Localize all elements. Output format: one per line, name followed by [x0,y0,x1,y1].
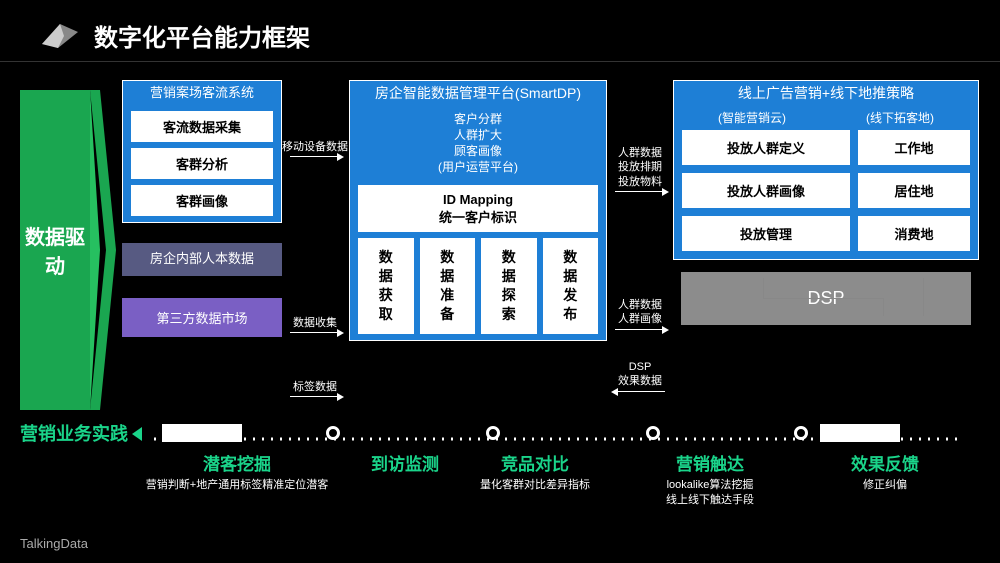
header: 数字化平台能力框架 [0,0,1000,62]
timeline-node [326,426,340,440]
case-flow-panel: 营销案场客流系统 客流数据采集 客群分析 客群画像 [122,80,282,223]
stage-subtitle: 修正纠偏 [810,478,960,493]
arrow-left-icon [132,427,142,441]
timeline-stage: 营销触达 lookalike算法挖掘线上线下触达手段 [620,450,800,508]
arrow-tag: 标签数据 [282,380,348,397]
diagram-area: 数据驱动 营销案场客流系统 客流数据采集 客群分析 客群画像 房企内部人本数据 … [20,76,980,436]
marketing-title: 线上广告营销+线下地推策略 [674,81,978,107]
marketing-subhdr: (智能营销云) (线下拓客地) [674,107,978,130]
data-op: 数据获取 [358,238,414,334]
timeline-stage: 竞品对比量化客群对比差异指标 [450,450,620,493]
stage-title: 潜客挖掘 [142,450,332,475]
offline-item: 工作地 [858,130,970,165]
marketing-panel: 线上广告营销+线下地推策略 (智能营销云) (线下拓客地) 投放人群定义 投放人… [673,80,979,260]
arrow-crowd-profile: 人群数据人群画像 [607,298,673,330]
marketing-item: 投放人群画像 [682,173,850,208]
stage-title: 竞品对比 [450,450,620,475]
arrow-crowd-data: 人群数据投放排期投放物料 [607,146,673,192]
data-op: 数据探索 [481,238,537,334]
marketing-left: 投放人群定义 投放人群画像 投放管理 [682,130,850,251]
data-driver-column: 数据驱动 [20,90,116,410]
timeline-node [646,426,660,440]
stage-title: 营销触达 [620,450,800,475]
data-op: 数据发布 [543,238,599,334]
offline-item: 消费地 [858,216,970,251]
marketing-body: 投放人群定义 投放人群画像 投放管理 工作地 居住地 消费地 [682,130,970,251]
timeline-stage: 潜客挖掘营销判断+地产通用标签精准定位潜客 [142,450,332,493]
data-driver-label: 数据驱动 [20,90,90,410]
id-mapping-box: ID Mapping 统一客户标识 [358,185,598,232]
stage-subtitle: 营销判断+地产通用标签精准定位潜客 [142,478,332,493]
smartdp-panel: 房企智能数据管理平台(SmartDP) 客户分群 人群扩大 顾客画像 (用户运营… [349,80,607,341]
offline-right: 工作地 居住地 消费地 [858,130,970,251]
stage-subtitle: 量化客群对比差异指标 [450,478,620,493]
stage-subtitle: lookalike算法挖掘线上线下触达手段 [620,478,800,508]
connector-line [883,298,884,316]
smartdp-features: 客户分群 人群扩大 顾客画像 (用户运营平台) [350,107,606,182]
page-title: 数字化平台能力框架 [94,18,310,53]
marketing-item: 投放管理 [682,216,850,251]
arrow-mobile-data: 移动设备数据 [282,140,348,157]
timeline-node [794,426,808,440]
case-flow-item: 客流数据采集 [131,111,273,142]
case-flow-item: 客群分析 [131,148,273,179]
marketing-item: 投放人群定义 [682,130,850,165]
data-ops-row: 数据获取 数据准备 数据探索 数据发布 [358,238,598,334]
smartdp-column: 房企智能数据管理平台(SmartDP) 客户分群 人群扩大 顾客画像 (用户运营… [349,80,607,341]
connector-line [923,278,924,316]
timeline-label: 营销业务实践 [20,420,128,446]
data-op: 数据准备 [420,238,476,334]
arrow-dsp-effect: DSP效果数据 [607,360,673,392]
smartdp-title: 房企智能数据管理平台(SmartDP) [350,81,606,107]
timeline-node [486,426,500,440]
timeline-stage: 效果反馈修正纠偏 [810,450,960,493]
chevron-right-icon [90,90,116,410]
case-flow-item: 客群画像 [131,185,273,216]
internal-data-box: 房企内部人本数据 [122,243,282,276]
marketing-column: 线上广告营销+线下地推策略 (智能营销云) (线下拓客地) 投放人群定义 投放人… [673,80,979,325]
connector-line [763,298,883,299]
timeline-marker [820,424,900,442]
footer-logo: TalkingData [20,536,88,551]
arrow-collect: 数据收集 [282,316,348,333]
timeline-marker [162,424,242,442]
source-systems-column: 营销案场客流系统 客流数据采集 客群分析 客群画像 房企内部人本数据 第三方数据… [122,80,282,337]
connector-line [763,278,764,298]
thirdparty-data-box: 第三方数据市场 [122,298,282,337]
case-flow-title: 营销案场客流系统 [123,81,281,105]
stage-title: 效果反馈 [810,450,960,475]
logo-icon [40,22,80,50]
offline-item: 居住地 [858,173,970,208]
